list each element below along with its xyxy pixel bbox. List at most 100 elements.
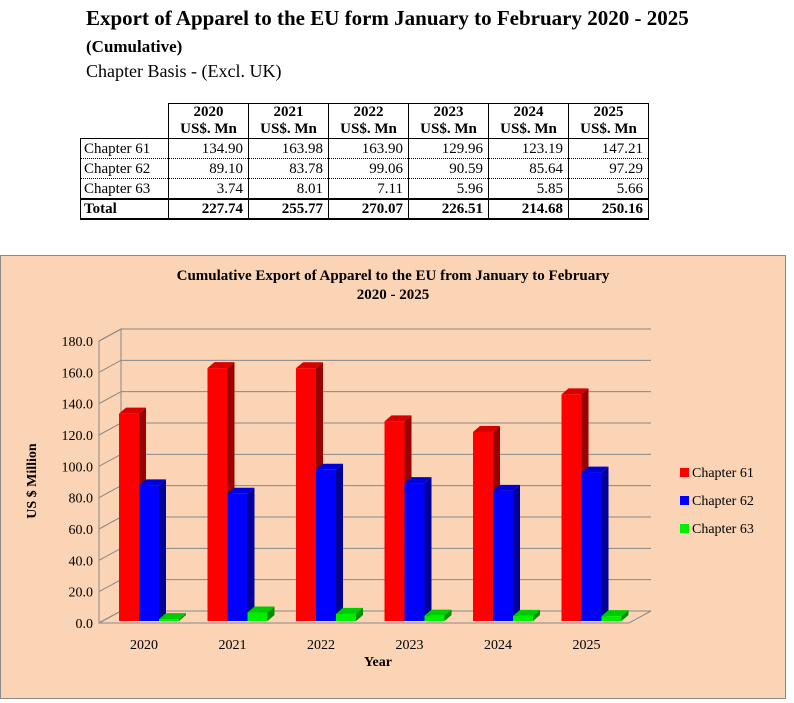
x-tick-label: 2022 xyxy=(307,638,335,653)
corner-cell xyxy=(81,104,169,122)
col-year: 2021 xyxy=(248,103,329,121)
col-year: 2024 xyxy=(488,103,569,121)
cell-value: 83.78 xyxy=(248,158,329,179)
y-tick-label: 60.0 xyxy=(69,523,94,538)
y-tick-label: 100.0 xyxy=(62,460,94,475)
y-tick-label: 180.0 xyxy=(62,335,94,350)
cell-value: 255.77 xyxy=(248,198,329,220)
bar-chapter-62 xyxy=(316,463,343,621)
x-tick-label: 2023 xyxy=(396,638,424,653)
bar-chapter-62 xyxy=(581,466,609,621)
bar-top xyxy=(581,466,609,473)
bar-top xyxy=(473,426,500,433)
y-tick-label: 120.0 xyxy=(62,429,94,444)
legend-label: Chapter 63 xyxy=(692,522,754,537)
bar-top xyxy=(424,609,452,616)
cell-value: 123.19 xyxy=(488,138,569,159)
row-label: Chapter 61 xyxy=(80,138,169,159)
y-tick-label: 0.0 xyxy=(76,617,94,632)
bar-chapter-63 xyxy=(336,607,363,621)
y-axis-title: US $ Million xyxy=(25,443,40,519)
bar-side xyxy=(533,609,540,621)
basis-note: Chapter Basis - (Excl. UK) xyxy=(86,61,282,81)
bar-chapter-62 xyxy=(139,479,166,621)
page-subtitle: (Cumulative) xyxy=(86,37,183,56)
table-row: Chapter 63 3.74 8.01 7.11 5.96 5.85 5.66 xyxy=(80,178,649,200)
bar-side xyxy=(424,477,432,621)
bar-chapter-63 xyxy=(159,613,186,621)
bar-top xyxy=(207,362,235,369)
cell-value: 163.90 xyxy=(328,138,409,159)
cell-value: 5.96 xyxy=(408,178,489,200)
bar-top xyxy=(296,362,323,369)
total-row: Total 227.74 255.77 270.07 226.51 214.68 250.1… xyxy=(80,198,649,220)
legend-swatch xyxy=(680,524,689,533)
bar-top xyxy=(493,484,520,491)
cell-value: 227.74 xyxy=(168,198,249,220)
y-tick-label: 160.0 xyxy=(62,366,94,381)
bar-top xyxy=(404,477,432,484)
col-unit: US$. Mn xyxy=(568,121,649,139)
col-year: 2020 xyxy=(168,103,249,121)
bar-front xyxy=(247,612,268,621)
gridline xyxy=(98,359,651,373)
y-tick-label: 20.0 xyxy=(69,586,94,601)
col-year: 2023 xyxy=(408,103,489,121)
bar-side xyxy=(601,466,609,621)
bar-side xyxy=(444,609,452,621)
col-year: 2025 xyxy=(568,103,649,121)
cell-value: 97.29 xyxy=(568,158,649,179)
bar-chapter-62 xyxy=(493,484,520,621)
chart-panel: 0.0 20.0 40.0 60.0 80.0 100.0 120.0 140.0 160.0 1… xyxy=(0,255,786,699)
bar-top xyxy=(601,610,629,617)
bar-top xyxy=(139,479,166,486)
bar-front xyxy=(207,368,228,621)
corner-cell xyxy=(80,121,169,139)
bar-front xyxy=(227,493,248,621)
legend-label: Chapter 61 xyxy=(692,466,754,481)
bar-chapter-62 xyxy=(404,477,432,621)
table-row: Chapter 61 134.90 163.98 163.90 129.96 123.19… xyxy=(80,138,649,159)
bar-side xyxy=(247,487,255,621)
legend-swatch xyxy=(680,468,689,477)
row-label: Chapter 62 xyxy=(80,158,169,179)
col-unit: US$. Mn xyxy=(168,121,249,139)
bar-top xyxy=(513,609,540,616)
bar-front xyxy=(513,615,533,621)
legend-swatch xyxy=(680,496,689,505)
gridline xyxy=(98,391,651,405)
page-title: Export of Apparel to the EU form January… xyxy=(86,6,689,30)
y-tick-label: 140.0 xyxy=(62,398,94,413)
bar-chart: 0.0 20.0 40.0 60.0 80.0 100.0 120.0 140.0 160.0 1… xyxy=(25,268,754,670)
chart-title: Cumulative Export of Apparel to the EU f… xyxy=(177,268,610,284)
cell-value: 85.64 xyxy=(488,158,569,179)
y-tick-label: 40.0 xyxy=(69,554,94,569)
bar-front xyxy=(316,469,336,621)
bar-side xyxy=(513,484,520,621)
bar-top xyxy=(316,463,343,470)
col-unit: US$. Mn xyxy=(248,121,329,139)
x-tick-label: 2021 xyxy=(219,638,247,653)
bar-top xyxy=(247,606,275,613)
bar-side xyxy=(267,606,275,621)
col-unit: US$. Mn xyxy=(328,121,409,139)
cell-value: 226.51 xyxy=(408,198,489,220)
chart-title-line2: 2020 - 2025 xyxy=(357,287,430,303)
bar-front xyxy=(384,421,405,621)
cell-value: 129.96 xyxy=(408,138,489,159)
col-unit: US$. Mn xyxy=(408,121,489,139)
x-tick-label: 2020 xyxy=(130,638,158,653)
bar-chapter-63 xyxy=(513,609,540,621)
bar-side xyxy=(179,613,186,621)
bar-front xyxy=(296,368,316,621)
bar-front xyxy=(561,394,582,621)
bar-top xyxy=(561,388,589,395)
col-unit: US$. Mn xyxy=(488,121,569,139)
cell-value: 99.06 xyxy=(328,158,409,179)
bar-top xyxy=(159,613,186,620)
cell-value: 89.10 xyxy=(168,158,249,179)
row-label: Chapter 63 xyxy=(80,178,169,200)
bar-top xyxy=(336,607,363,614)
gridline xyxy=(98,328,651,342)
bar-side xyxy=(159,479,166,621)
